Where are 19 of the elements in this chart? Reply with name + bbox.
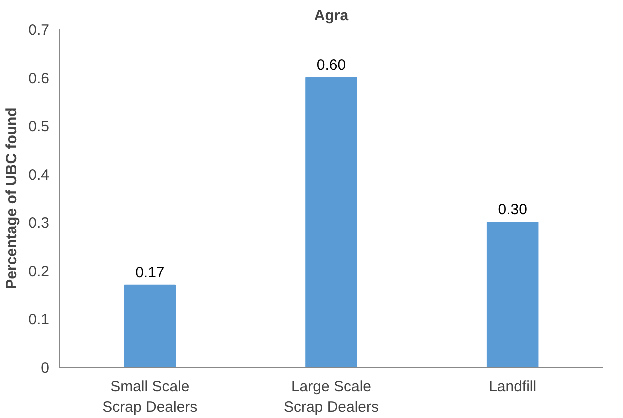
- y-tick-label: 0.5: [28, 118, 50, 136]
- x-tick-label: Large Scale Scrap Dealers: [284, 378, 380, 416]
- data-label: 0.30: [498, 202, 528, 219]
- y-tick-label: 0: [41, 360, 50, 377]
- y-tick-label: 0.6: [28, 70, 50, 88]
- y-tick-label: 0.7: [28, 22, 50, 39]
- bar: [306, 77, 358, 368]
- x-tick-label: Small Scale Scrap Dealers: [102, 378, 198, 416]
- y-tick-label: 0.1: [28, 312, 50, 329]
- chart-title: Agra: [314, 8, 350, 24]
- y-tick-label: 0.2: [28, 263, 50, 280]
- data-label: 0.60: [316, 56, 346, 74]
- data-label: 0.17: [136, 264, 165, 282]
- y-tick-label: 0.3: [28, 215, 50, 232]
- x-tick-label: Landfill: [489, 378, 537, 396]
- bar: [124, 284, 176, 368]
- bar: [486, 222, 539, 368]
- y-tick-label: 0.4: [28, 166, 50, 184]
- y-axis-title: Percentage of UBC found: [4, 108, 21, 290]
